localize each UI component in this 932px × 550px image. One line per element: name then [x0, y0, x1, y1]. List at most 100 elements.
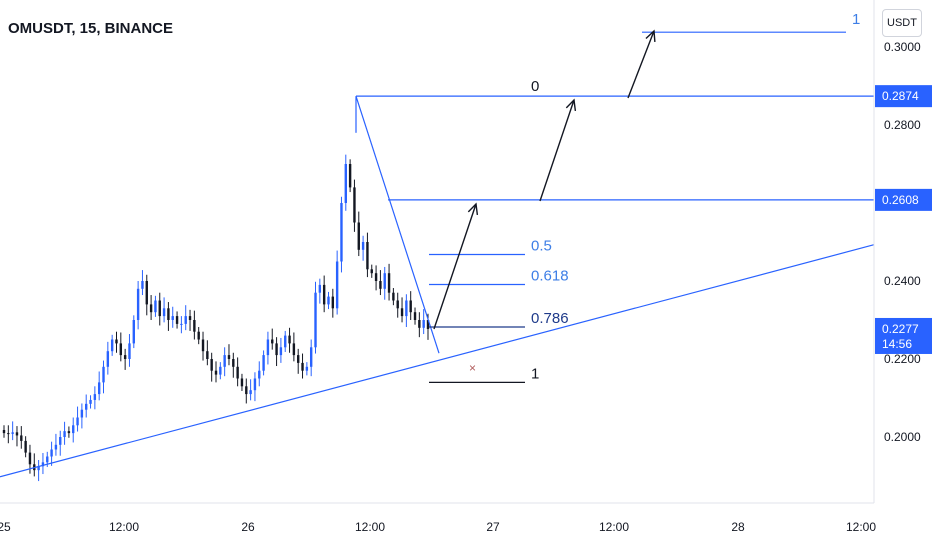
candle-body: [80, 409, 84, 418]
fib-label-1: 0.618: [531, 268, 569, 285]
candle-body: [305, 366, 309, 371]
candle-body: [149, 304, 153, 313]
candle-body: [85, 403, 88, 410]
candle-body: [132, 320, 135, 344]
decline-line: [355, 95, 440, 354]
price-tag-value: 0.2277: [882, 322, 919, 336]
currency-selector[interactable]: USDT: [882, 9, 922, 37]
candle-body: [327, 296, 330, 305]
candle-body: [392, 292, 395, 301]
arrow-head: [467, 202, 479, 216]
candle-body: [262, 355, 265, 371]
price-tick-label: 0.2800: [884, 118, 921, 132]
candle-body: [89, 399, 92, 404]
time-tick-label: 26: [241, 520, 255, 534]
candle-body: [24, 440, 27, 453]
price-tick-label: 0.2200: [884, 352, 921, 366]
candle-body: [141, 281, 144, 289]
candle-body: [379, 281, 382, 289]
price-tag-value: 0.2608: [882, 193, 919, 207]
candle-body: [271, 339, 274, 344]
candle-body: [128, 343, 131, 359]
candle-body: [136, 288, 140, 320]
candle-body: [50, 449, 53, 457]
candle-body: [123, 355, 127, 359]
price-tag: [875, 85, 932, 108]
candle-body: [119, 343, 123, 356]
time-tick-label: 25: [0, 520, 11, 534]
candle-body: [158, 300, 161, 317]
candle-body: [162, 308, 166, 317]
candle-body: [236, 366, 239, 379]
price-tag-value: 0.2874: [882, 89, 919, 103]
time-tick-label: 12:00: [846, 520, 876, 534]
candle-body: [405, 300, 408, 317]
candle-body: [223, 355, 226, 367]
candle-body: [400, 308, 404, 317]
candle-body: [188, 316, 192, 320]
candle-body: [171, 316, 174, 320]
candle-body: [201, 339, 205, 352]
target-label: 1: [852, 11, 860, 28]
candle-body: [297, 355, 300, 363]
candle-body: [309, 347, 313, 367]
candle-body: [387, 273, 391, 293]
candle-body: [279, 347, 283, 356]
candle-body: [106, 351, 110, 367]
candle-body: [76, 417, 79, 426]
candle-body: [422, 320, 425, 328]
candle-body: [214, 370, 218, 375]
candle-body: [227, 355, 231, 359]
candle-body: [110, 339, 114, 352]
level-label-0: 0: [531, 78, 539, 95]
price-tick-label: 0.2000: [884, 430, 921, 444]
candle-body: [361, 242, 365, 250]
price-tag-timer: 14:56: [882, 337, 912, 351]
candle-body: [115, 339, 118, 344]
candle-body: [331, 296, 335, 309]
arrow-head: [565, 98, 577, 112]
candle-body: [54, 444, 58, 450]
candle-body: [292, 343, 296, 356]
projection-arrow: [433, 203, 477, 330]
projection-arrow: [627, 30, 655, 99]
price-tick-label: 0.3000: [884, 40, 921, 54]
candle-body: [340, 203, 343, 262]
candle-body: [154, 300, 157, 313]
candle-body: [59, 437, 62, 445]
candle-body: [245, 386, 248, 395]
candle-body: [28, 452, 32, 465]
candle-body: [249, 390, 252, 395]
projection-arrow: [539, 99, 575, 202]
candle-body: [383, 273, 386, 289]
candle-body: [206, 351, 209, 359]
time-axis[interactable]: 25 12:00 26 12:00 27 12:00 28 12:00: [0, 502, 876, 534]
price-tick-label: 0.2400: [884, 274, 921, 288]
candle-body: [413, 312, 417, 320]
candle-body: [219, 366, 222, 375]
candle-body: [266, 339, 270, 356]
candle-body: [67, 431, 71, 434]
trend-line: [0, 244, 875, 478]
candle-body: [15, 432, 19, 436]
fib-label-3: 1: [531, 365, 539, 382]
candle-body: [275, 343, 278, 356]
candle-series: [2, 154, 430, 482]
candle-body: [20, 435, 23, 441]
candle-body: [93, 394, 97, 400]
candle-body: [72, 425, 75, 434]
candle-body: [46, 456, 49, 463]
candle-body: [102, 366, 105, 383]
candle-body: [426, 320, 430, 329]
candle-body: [2, 429, 6, 434]
candle-body: [184, 316, 187, 324]
candle-body: [232, 359, 235, 367]
candle-body: [314, 292, 317, 348]
candle-body: [145, 281, 148, 305]
candle-body: [11, 432, 14, 434]
candle-body: [322, 284, 326, 305]
candle-body: [180, 323, 183, 325]
fib-label-0: 0.5: [531, 237, 552, 254]
